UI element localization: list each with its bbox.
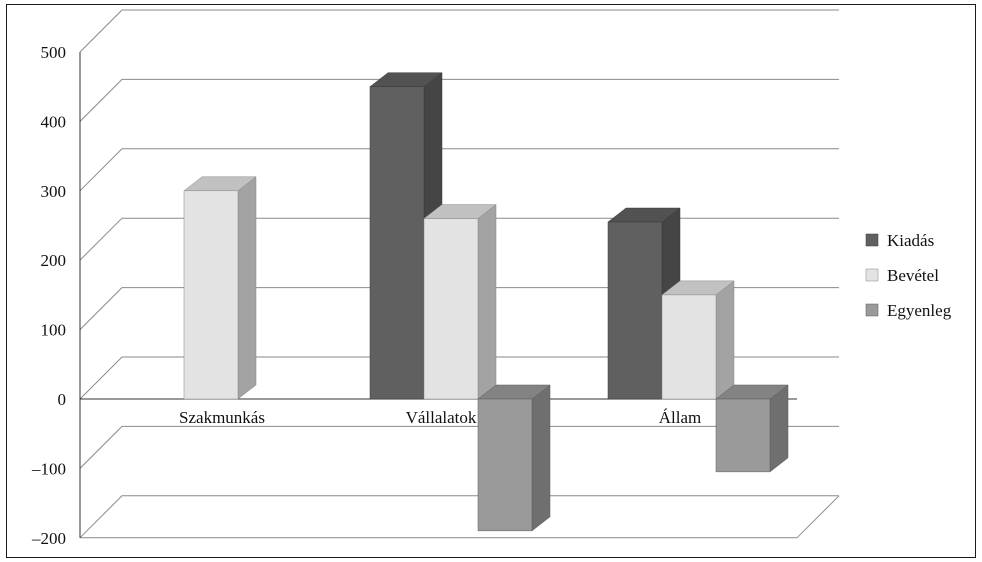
category-labels: Szakmunkás Vállalatok Állam — [179, 408, 701, 427]
legend-swatch-bevetel — [865, 268, 879, 282]
legend-label-egyenleg: Egyenleg — [887, 301, 952, 320]
gridline-0 — [79, 9, 839, 53]
gridline-7 — [79, 495, 839, 539]
category-label-szakmunkas: Szakmunkás — [179, 408, 265, 427]
legend: Kiadás Bevétel Egyenleg — [865, 231, 952, 320]
gridline-2 — [79, 148, 839, 192]
y-axis-ticks: 500 400 300 200 100 0 –100 –200 — [31, 43, 66, 548]
gridline-6 — [79, 425, 839, 469]
legend-label-bevetel: Bevétel — [887, 266, 939, 285]
gridlines — [79, 9, 840, 539]
legend-label-kiadas: Kiadás — [887, 231, 934, 250]
y-tick-label: 0 — [58, 390, 67, 409]
gridline-4 — [79, 287, 839, 330]
bar-egyenleg-allam — [715, 384, 789, 473]
legend-swatch-egyenleg — [865, 303, 879, 317]
bar-bevetel-allam — [661, 280, 735, 400]
category-label-vallalatok: Vállalatok — [406, 408, 477, 427]
legend-swatch-kiadas — [865, 233, 879, 247]
y-tick-label: –200 — [31, 529, 66, 548]
y-tick-label: 300 — [41, 182, 67, 201]
y-tick-label: 200 — [41, 251, 67, 270]
y-tick-label: 400 — [41, 112, 67, 131]
y-tick-label: –100 — [31, 459, 66, 478]
y-tick-label: 100 — [41, 321, 67, 340]
bars — [183, 72, 789, 532]
bar-bevetel-vallalatok — [423, 204, 497, 400]
bar-bevetel-szakmunkas — [183, 176, 257, 400]
gridline-5 — [79, 356, 839, 400]
bar-egyenleg-vallalatok — [477, 384, 551, 532]
category-label-allam: Állam — [659, 408, 702, 427]
y-tick-label: 500 — [41, 43, 67, 62]
floor-edge — [80, 495, 840, 539]
gridline-1 — [79, 78, 839, 122]
gridline-3 — [79, 217, 839, 261]
chart-frame — [6, 4, 976, 558]
